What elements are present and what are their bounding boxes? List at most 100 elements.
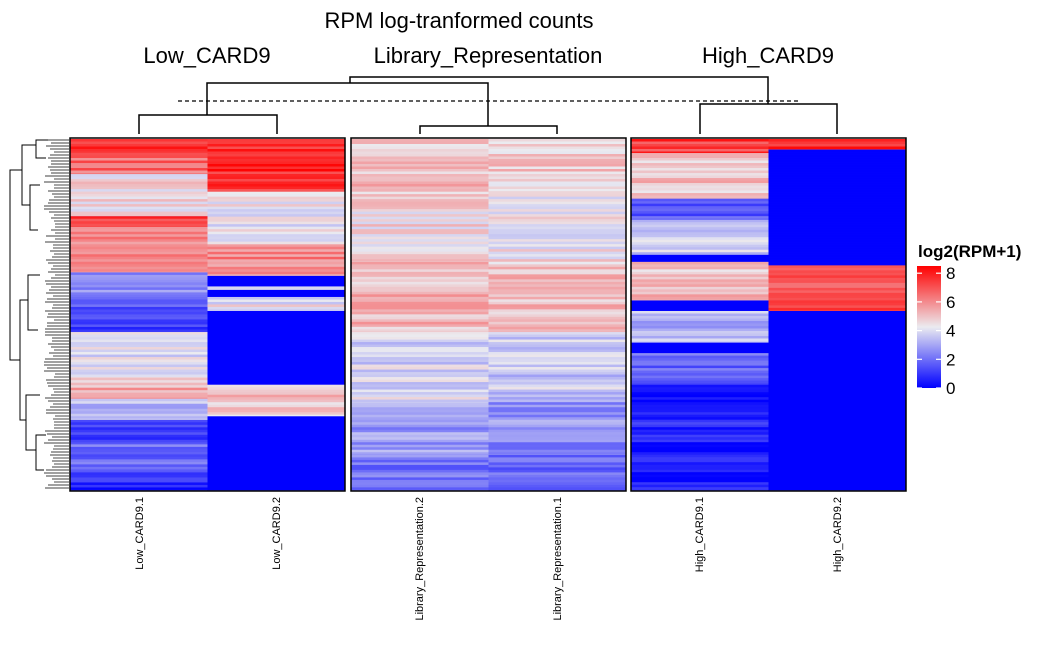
heatmap-cell [351, 392, 489, 395]
heatmap-cell [351, 226, 489, 230]
heatmap-cell [351, 229, 489, 233]
heatmap-cell [631, 472, 769, 476]
column-label: High_CARD9.1 [694, 497, 706, 572]
heatmap-cell [351, 176, 489, 180]
heatmap-cell [488, 324, 627, 328]
heatmap-cell [768, 343, 907, 347]
heatmap-cell [351, 439, 489, 443]
heatmap-cell [488, 306, 627, 310]
heatmap-cell [351, 404, 489, 408]
heatmap-cell [631, 151, 769, 154]
heatmap-cell [70, 277, 208, 281]
heatmap-cell [207, 463, 346, 467]
heatmap-cell [488, 186, 627, 190]
heatmap-cell [768, 313, 907, 317]
heatmap-cell [631, 232, 769, 236]
legend-colorbar [917, 266, 941, 388]
heatmap-cell [768, 282, 907, 286]
heatmap-cell [207, 355, 346, 359]
heatmap-cell [351, 159, 489, 162]
heatmap-cell [488, 279, 627, 283]
heatmap-cell [488, 424, 627, 428]
heatmap-cell [351, 154, 489, 157]
heatmap-cell [207, 453, 346, 457]
heatmap-cell [488, 319, 627, 323]
heatmap-cell [70, 469, 208, 473]
heatmap-cell [631, 404, 769, 408]
heatmap-cell [351, 214, 489, 218]
heatmap-cell [768, 450, 907, 454]
heatmap-cell [207, 365, 346, 369]
heatmap-cell [768, 428, 907, 432]
heatmap-cell [351, 319, 489, 323]
heatmap-cell [631, 419, 769, 423]
heatmap-cell [207, 338, 346, 342]
heatmap-cell [631, 158, 769, 161]
heatmap-cell [488, 161, 627, 165]
heatmap-cell [70, 254, 208, 258]
heatmap-cell [351, 281, 489, 285]
heatmap-cell [70, 214, 208, 217]
heatmap-cell [488, 342, 627, 345]
heatmap-cell [488, 459, 627, 463]
heatmap-cell [631, 407, 769, 411]
heatmap-cell [488, 409, 627, 413]
heatmap-cell [207, 269, 346, 273]
heatmap-cell [207, 451, 346, 455]
heatmap-cell [70, 319, 208, 323]
heatmap-cell [488, 251, 627, 255]
heatmap-cell [488, 264, 627, 268]
heatmap-cell [768, 167, 907, 170]
heatmap-cell [488, 311, 627, 315]
heatmap-cell [488, 349, 627, 353]
heatmap-cell [207, 176, 346, 180]
heatmap-cell [631, 216, 769, 220]
heatmap-cell [70, 424, 208, 428]
heatmap-cell [631, 146, 769, 150]
heatmap-cell [70, 380, 208, 384]
row-dendrogram [9, 139, 69, 489]
heatmap-cell [351, 294, 489, 298]
heatmap-cell [768, 224, 907, 228]
heatmap-cell [488, 427, 627, 431]
heatmap-cell [768, 182, 907, 185]
heatmap-cell [351, 452, 489, 456]
heatmap-cell [768, 403, 907, 407]
heatmap-cell [768, 189, 907, 193]
heatmap-cell [768, 360, 907, 364]
heatmap-cell [207, 294, 346, 298]
heatmap-cell [351, 357, 489, 360]
heatmap-cell [488, 284, 627, 288]
heatmap-cell [631, 163, 769, 166]
legend-title: log2(RPM+1) [918, 242, 1021, 261]
heatmap-cell [70, 354, 208, 358]
heatmap-cell [488, 484, 627, 488]
heatmap-cell [351, 352, 489, 355]
heatmap-cell [488, 384, 627, 388]
heatmap-cell [768, 252, 907, 255]
heatmap-cell [768, 455, 907, 459]
heatmap-cell [631, 330, 769, 334]
heatmap-cell [70, 194, 208, 197]
heatmap-cell [768, 375, 907, 379]
heatmap-cell [631, 284, 769, 288]
heatmap-cell [631, 299, 769, 301]
heatmap-cell [631, 432, 769, 436]
heatmap-cell [631, 218, 769, 221]
heatmap-cell [768, 430, 907, 434]
heatmap-cell [631, 259, 769, 263]
heatmap-cell [207, 189, 346, 192]
heatmap-cell [768, 302, 907, 306]
heatmap-cell [488, 354, 627, 358]
heatmap-cell [351, 254, 489, 258]
heatmap-cell [351, 454, 489, 458]
heatmap-cell [351, 184, 489, 187]
heatmap-cell [351, 244, 489, 248]
heatmap-cell [70, 411, 208, 415]
panel-high-card9 [630, 137, 907, 492]
heatmap-cell [207, 360, 346, 364]
heatmap-cell [70, 329, 208, 333]
heatmap-cell [207, 274, 346, 277]
heatmap-cell [70, 289, 208, 293]
